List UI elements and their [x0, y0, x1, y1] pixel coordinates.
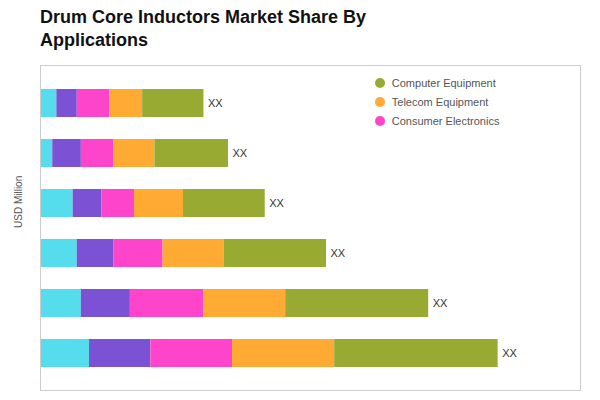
svg-text:XX: XX: [208, 97, 223, 109]
html-text:Consumer Electronics: Consumer Electronics: [391, 115, 500, 127]
html-text:Telecom Equipment: Telecom Equipment: [391, 96, 489, 108]
svg-text:USD Million: USD Million: [13, 176, 24, 228]
svg-text:XX: XX: [502, 347, 517, 359]
html-text:Computer Equipment: Computer Equipment: [391, 77, 496, 89]
svg-text:XX: XX: [232, 147, 247, 159]
html-text:Drum Core Inductors Market Sha: Drum Core Inductors Market Share By Appl…: [40, 7, 367, 50]
svg-text:XX: XX: [433, 297, 448, 309]
svg-text:XX: XX: [269, 197, 284, 209]
svg-text:XX: XX: [331, 247, 346, 259]
